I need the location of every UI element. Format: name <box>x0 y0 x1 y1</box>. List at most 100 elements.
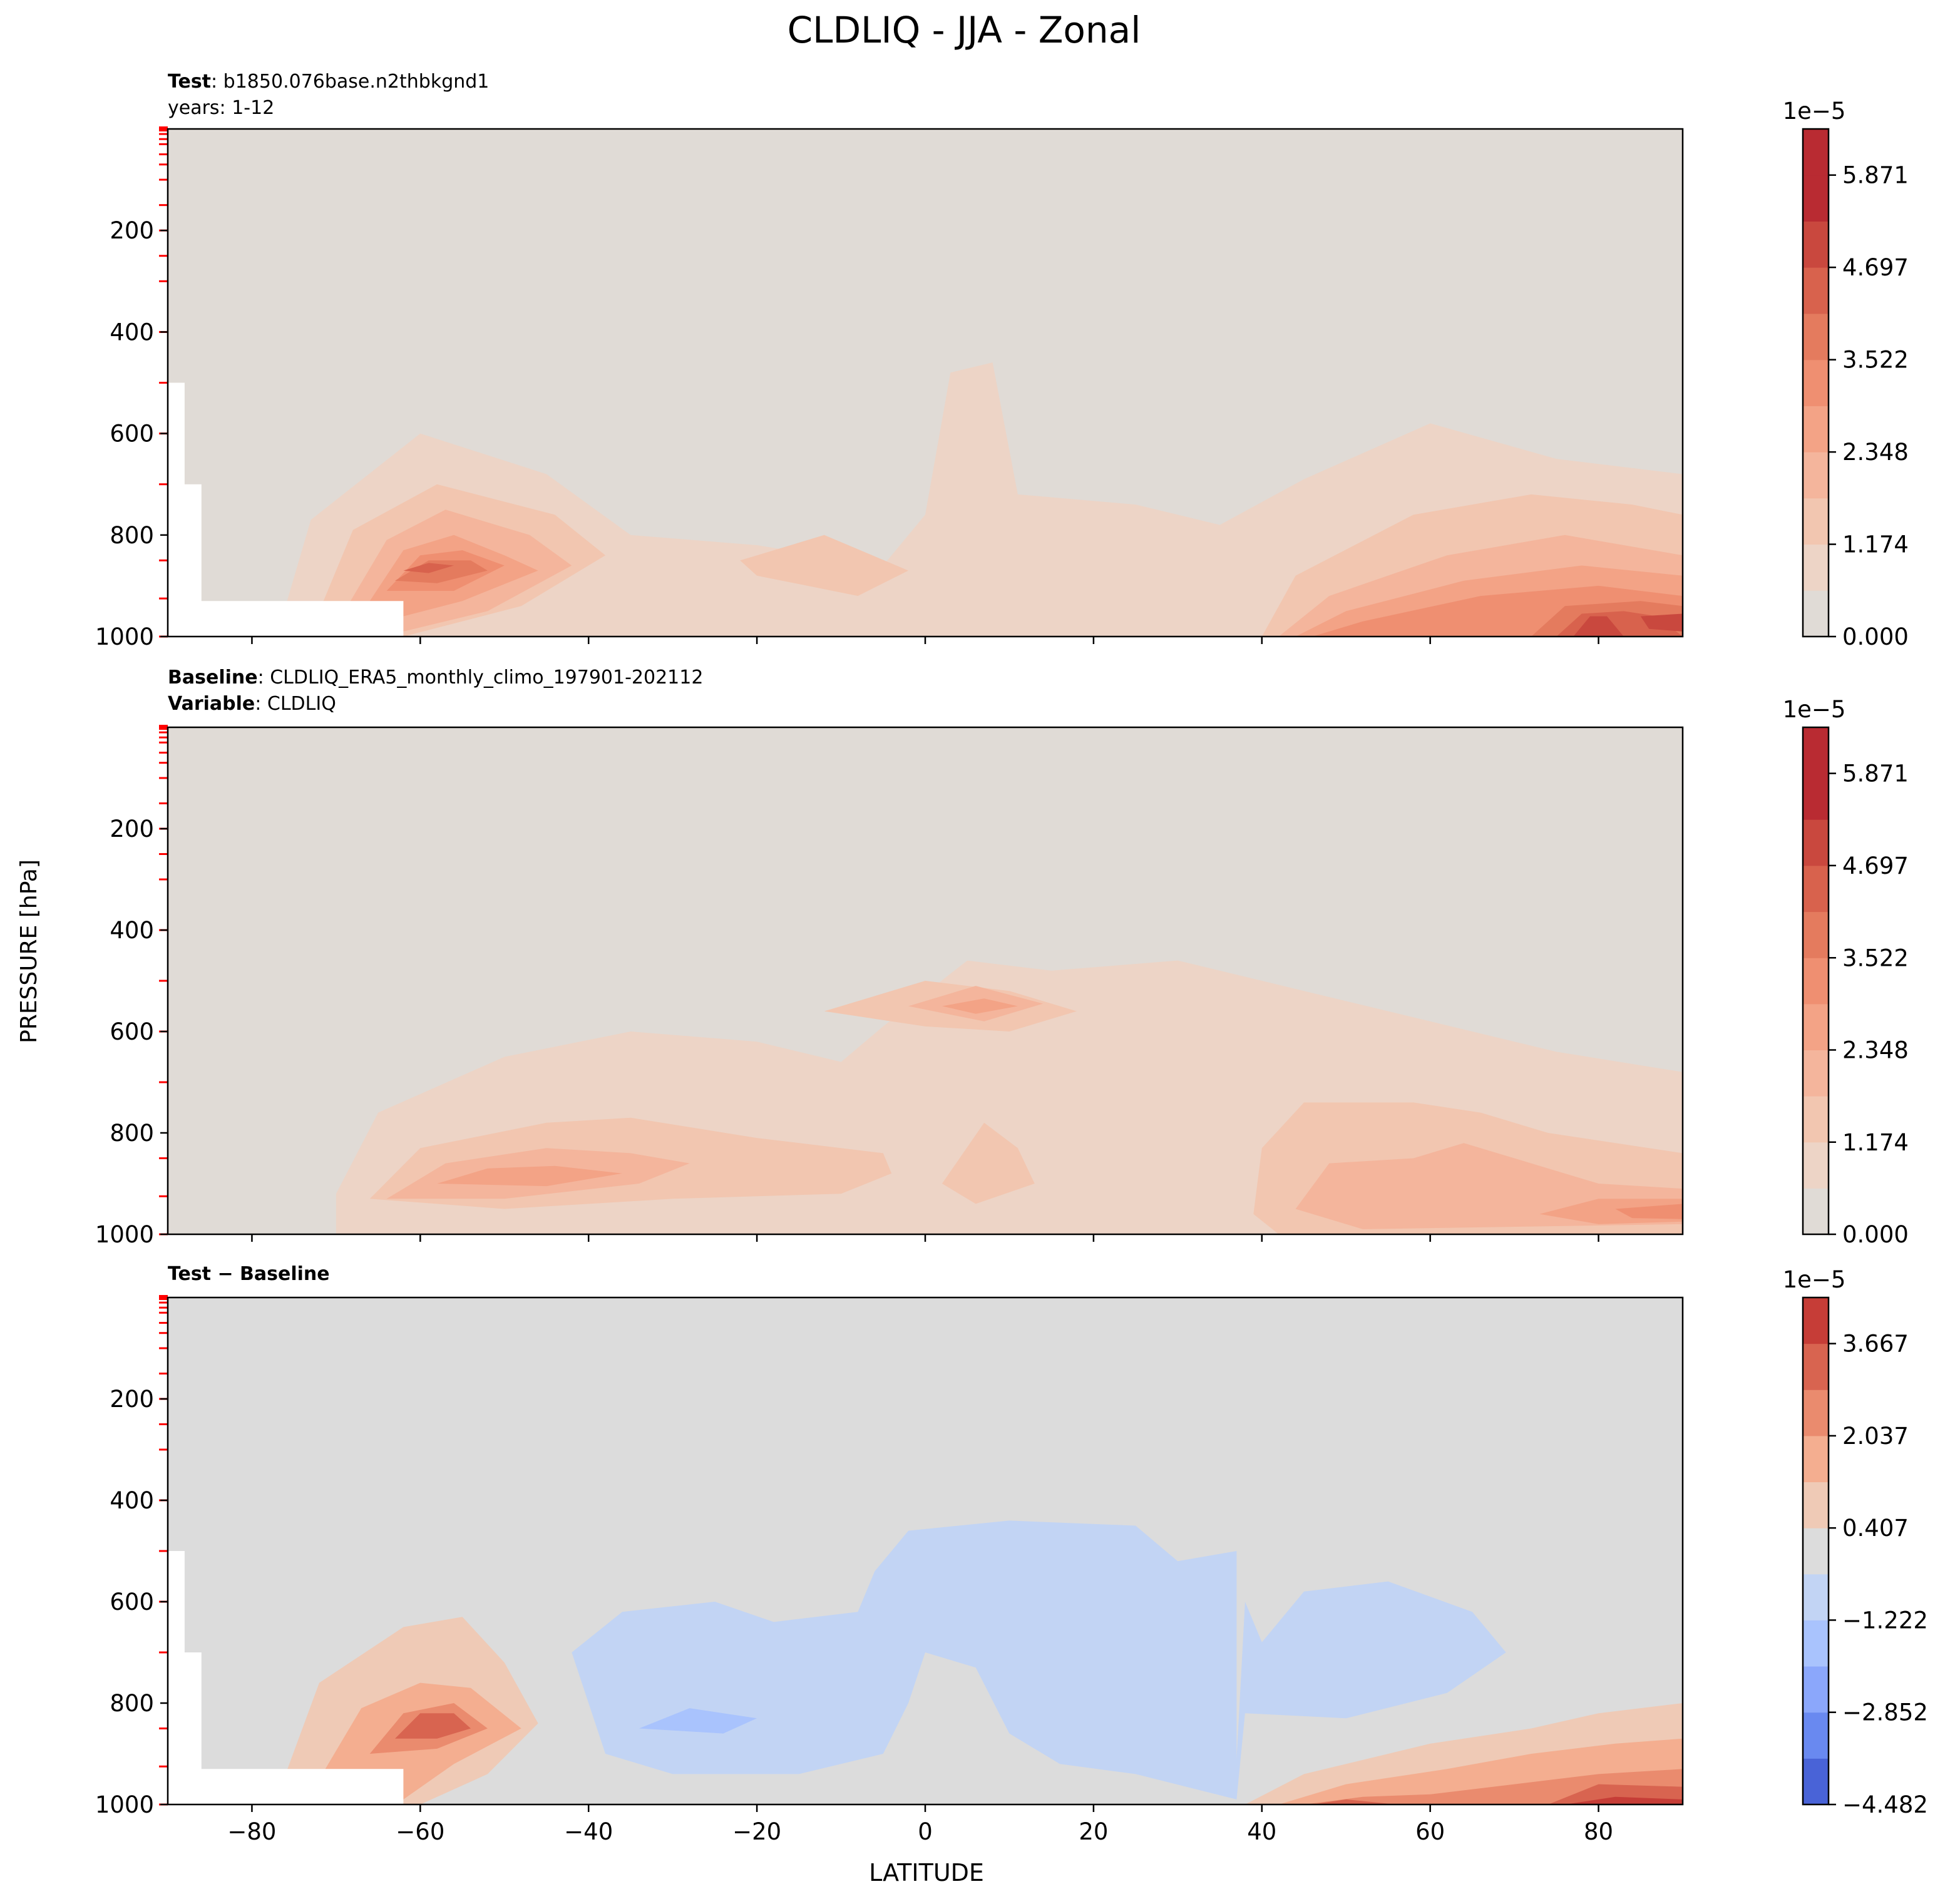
y-tick-label: 600 <box>110 421 154 448</box>
x-tick-label: 40 <box>1247 1818 1276 1845</box>
y-tick-label: 200 <box>110 1386 154 1413</box>
colorbar-segment <box>1803 267 1829 314</box>
colorbar-tick-label: −2.852 <box>1842 1699 1928 1726</box>
panel-title-bold: Variable <box>168 693 255 715</box>
colorbar-difference: −4.482 −2.852 −1.222 0.407 2.037 3.667 1e−5 <box>1783 1266 1928 1818</box>
colorbar-segment <box>1803 359 1829 406</box>
colorbar-segment <box>1803 544 1829 591</box>
panel-title-text: : CLDLIQ <box>255 693 336 715</box>
colorbar-tick-label: 2.348 <box>1842 1037 1909 1064</box>
y-tick-label: 1000 <box>95 1791 154 1818</box>
colorbar-segment <box>1803 1343 1829 1390</box>
colorbar-baseline: 0.000 1.174 2.348 3.522 4.697 5.871 1e−5 <box>1783 696 1909 1248</box>
panel-title-bold: Test − Baseline <box>168 1263 330 1285</box>
colorbar-tick-label: 3.522 <box>1842 944 1909 971</box>
model-level-tick <box>159 725 168 730</box>
contour-region <box>1573 616 1624 637</box>
contour-region <box>395 1713 471 1739</box>
contour-region <box>740 535 909 596</box>
colorbar-segment <box>1803 1096 1829 1143</box>
colorbar-segment <box>1803 313 1829 361</box>
colorbar-frame <box>1802 128 1830 638</box>
contour-region <box>437 1165 622 1187</box>
plot-area <box>168 129 1683 637</box>
colorbar-tick-label: 4.697 <box>1842 254 1909 281</box>
contour-region <box>1564 1796 1683 1804</box>
colorbar-segment <box>1803 1712 1829 1759</box>
colorbar-tick-label: 0.000 <box>1842 623 1909 650</box>
contour-region <box>1640 613 1683 632</box>
colorbar-segment <box>1803 1435 1829 1483</box>
y-tick-label: 600 <box>110 1589 154 1615</box>
y-tick-label: 400 <box>110 917 154 944</box>
y-tick-label: 800 <box>110 522 154 549</box>
colorbar-segment <box>1803 1528 1829 1575</box>
colorbar-tick-label: 2.348 <box>1842 439 1909 466</box>
colorbar-segment <box>1803 175 1829 222</box>
colorbar-tick-label: −1.222 <box>1842 1607 1928 1634</box>
colorbar-segment <box>1803 1142 1829 1189</box>
colorbar-segment <box>1803 819 1829 866</box>
panel-title-bold: Test <box>168 71 211 93</box>
panel-title-text: : CLDLIQ_ERA5_monthly_climo_197901-20211… <box>258 667 704 688</box>
colorbar-segment <box>1803 1574 1829 1620</box>
y-tick-label: 600 <box>110 1018 154 1045</box>
colorbar-segment <box>1803 1390 1829 1436</box>
contour-region <box>572 1520 1506 1799</box>
colorbar-segment <box>1803 727 1829 774</box>
colorbar-tick-label: 4.697 <box>1842 852 1909 879</box>
y-tick-label: 1000 <box>95 1221 154 1248</box>
x-tick-label: 20 <box>1079 1818 1108 1845</box>
panel-title-line: Variable: CLDLIQ <box>168 693 336 715</box>
colorbar-segment <box>1803 129 1829 176</box>
colorbar-tick-label: 0.000 <box>1842 1221 1909 1248</box>
x-tick-label: 80 <box>1584 1818 1613 1845</box>
colorbar-exponent: 1e−5 <box>1783 696 1846 723</box>
colorbar-segment <box>1803 452 1829 499</box>
shared-xlabel: LATITUDE <box>869 1859 984 1886</box>
shared-ylabel: PRESSURE [hPa] <box>16 859 42 1043</box>
contour-region <box>1615 1204 1683 1219</box>
x-tick-label: −60 <box>396 1818 444 1845</box>
contour-region <box>639 1708 757 1734</box>
y-tick-label: 800 <box>110 1120 154 1147</box>
contour-region <box>395 560 488 583</box>
x-tick-label: −20 <box>732 1818 781 1845</box>
missing-data-region <box>168 1551 404 1804</box>
panel-test: Test: b1850.076base.n2thbkgnd1 years: 1-1… <box>95 71 1909 650</box>
colorbar-tick-label: 3.522 <box>1842 347 1909 374</box>
colorbar-tick-label: −4.482 <box>1842 1791 1928 1818</box>
colorbar-segment <box>1803 221 1829 268</box>
colorbar-segment <box>1803 773 1829 820</box>
x-tick-label: −40 <box>564 1818 613 1845</box>
colorbar-segment <box>1803 498 1829 545</box>
colorbar-segment <box>1803 590 1829 637</box>
y-tick-label: 800 <box>110 1690 154 1717</box>
colorbar-tick-label: 2.037 <box>1842 1423 1909 1450</box>
colorbar-frame <box>1802 1296 1830 1806</box>
x-tick-label: 0 <box>918 1818 933 1845</box>
contour-region <box>1312 1799 1397 1804</box>
colorbar-segment <box>1803 1298 1829 1344</box>
panel-title-text: years: 1-12 <box>168 97 274 119</box>
y-tick-label: 200 <box>110 816 154 842</box>
panel-title-line: Test − Baseline <box>168 1263 330 1285</box>
panels: Test: b1850.076base.n2thbkgnd1 years: 1-1… <box>95 71 1928 1845</box>
colorbar-segment <box>1803 1482 1829 1528</box>
panel-title-line: years: 1-12 <box>168 97 274 119</box>
x-tick-label: 60 <box>1415 1818 1445 1845</box>
y-tick-label: 400 <box>110 1487 154 1514</box>
colorbar-segment <box>1803 1758 1829 1805</box>
plot-area <box>168 727 1683 1234</box>
y-tick-label: 400 <box>110 319 154 346</box>
panel-title-bold: Baseline <box>168 667 258 688</box>
colorbar-tick-label: 5.871 <box>1842 760 1909 787</box>
panel-baseline: Baseline: CLDLIQ_ERA5_monthly_climo_1979… <box>95 667 1909 1248</box>
colorbar-tick-label: 5.871 <box>1842 162 1909 189</box>
colorbar-segment <box>1803 406 1829 453</box>
colorbar-segment <box>1803 865 1829 913</box>
panel-title-text: : b1850.076base.n2thbkgnd1 <box>211 71 489 93</box>
x-tick-label: −80 <box>227 1818 276 1845</box>
